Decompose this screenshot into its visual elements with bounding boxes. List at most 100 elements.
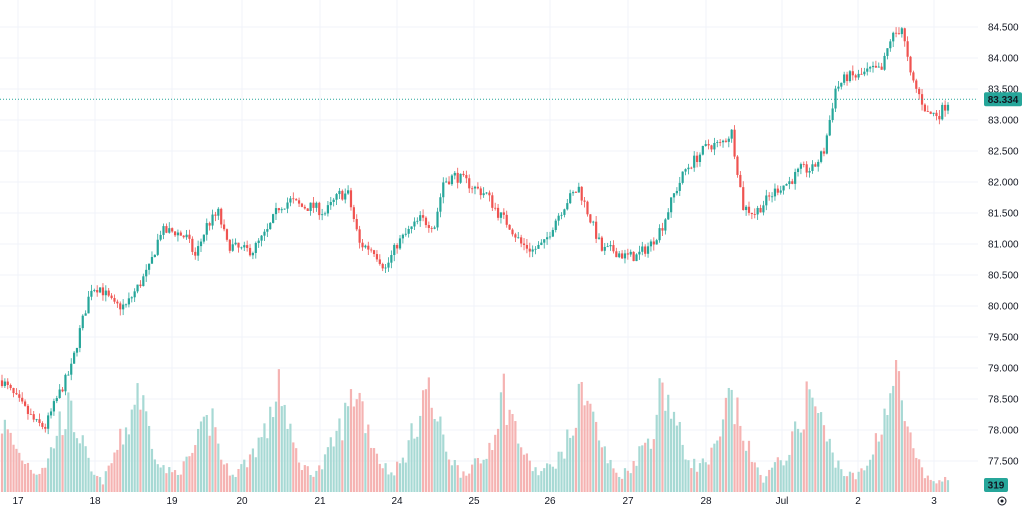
- candle-body: [903, 28, 906, 42]
- candle-body: [413, 221, 416, 227]
- volume-bar: [566, 429, 569, 492]
- candle-body: [312, 202, 315, 208]
- volume-bar: [191, 452, 194, 492]
- volume-bar: [358, 392, 361, 492]
- candle-body: [96, 290, 99, 293]
- time-tick-label: 26: [544, 496, 556, 507]
- settings-gear-icon[interactable]: [997, 496, 1007, 506]
- volume-bar: [15, 448, 18, 492]
- volume-value: 319: [988, 481, 1005, 492]
- volume-bar: [770, 467, 774, 492]
- price-tick-label: 78.000: [988, 426, 1019, 437]
- volume-bar: [609, 459, 612, 492]
- volume-bar: [491, 450, 494, 492]
- candle-body: [9, 384, 12, 389]
- candle-body: [667, 212, 670, 220]
- candle-body: [12, 388, 15, 394]
- price-tick-label: 84.000: [988, 54, 1019, 65]
- time-axis[interactable]: 17 18 19 20 21 24 25 26 27 28 Jul 2 3: [12, 496, 937, 507]
- candle-body: [3, 381, 6, 386]
- candle-body: [29, 413, 32, 415]
- candle-body: [427, 225, 430, 228]
- volume-bar: [479, 463, 482, 492]
- candle-body: [595, 221, 598, 239]
- candle-body: [785, 184, 788, 186]
- candle-body: [473, 186, 477, 189]
- volume-bar: [32, 473, 35, 492]
- volume-bar: [938, 480, 941, 492]
- candle-body: [0, 380, 4, 386]
- price-axis[interactable]: 84.500 84.000 83.500 83.000 82.500 82.000 81.5…: [988, 23, 1019, 468]
- volume-bar: [225, 463, 229, 492]
- candle-body: [869, 67, 872, 69]
- candle-body: [381, 263, 384, 269]
- candle-body: [730, 129, 733, 139]
- volume-bar: [220, 459, 223, 492]
- volume-bar: [199, 421, 203, 492]
- volume-bar: [794, 421, 797, 492]
- volume-bar: [612, 468, 615, 492]
- volume-bar: [756, 467, 759, 492]
- volume-bar: [713, 443, 716, 492]
- candle-body: [765, 195, 768, 206]
- volume-bar: [214, 427, 217, 492]
- volume-bar: [874, 433, 877, 492]
- volume-bar: [721, 419, 725, 492]
- candle-body: [6, 381, 9, 385]
- volume-bar: [693, 458, 696, 492]
- candle-body: [384, 267, 387, 269]
- candle-body: [597, 237, 601, 239]
- volume-bar: [433, 419, 436, 492]
- candle-body: [220, 208, 223, 225]
- volume-bar: [274, 401, 278, 492]
- candle-body: [710, 145, 713, 150]
- candle-body: [61, 389, 64, 392]
- candle-body: [721, 140, 725, 143]
- volume-bar: [321, 469, 324, 492]
- candle-body: [615, 251, 618, 258]
- volume-bar: [496, 428, 500, 492]
- candle-body: [355, 219, 358, 230]
- candle-body: [569, 193, 572, 204]
- candle-body: [194, 251, 197, 256]
- volume-bar: [595, 421, 598, 492]
- candle-body: [652, 241, 655, 245]
- candle-body: [883, 55, 886, 70]
- volume-bar: [18, 452, 21, 492]
- candle-body: [750, 212, 753, 215]
- candle-body: [113, 298, 116, 302]
- volume-bar: [522, 454, 526, 492]
- volume-bar: [130, 409, 133, 492]
- volume-bar: [563, 458, 566, 492]
- volume-bar: [318, 465, 321, 492]
- candle-body: [837, 86, 840, 89]
- volume-bar: [736, 397, 739, 492]
- volume-bar: [586, 400, 589, 492]
- candle-body: [796, 168, 800, 173]
- candle-body: [589, 214, 592, 223]
- volume-bar: [889, 393, 892, 492]
- volume-bar: [78, 443, 81, 492]
- volume-bar: [488, 442, 491, 492]
- candle-body: [251, 252, 255, 256]
- candle-body: [485, 192, 488, 194]
- volume-bar: [762, 482, 765, 492]
- volume-bar: [228, 475, 231, 492]
- volume-bar: [719, 436, 722, 492]
- candle-body: [55, 398, 58, 402]
- volume-bar: [753, 462, 756, 492]
- volume-bar: [364, 433, 367, 492]
- candle-body: [661, 228, 664, 231]
- volume-bar: [447, 459, 451, 492]
- candle-body: [297, 200, 301, 204]
- volume-bar: [93, 474, 96, 492]
- candle-body: [436, 211, 439, 228]
- volume-bar: [84, 446, 87, 492]
- candle-body: [188, 234, 191, 239]
- candle-body: [84, 313, 87, 316]
- volume-bar: [577, 383, 580, 492]
- candle-body: [326, 205, 330, 214]
- volume-bar: [681, 444, 684, 492]
- volume-bar: [499, 392, 503, 492]
